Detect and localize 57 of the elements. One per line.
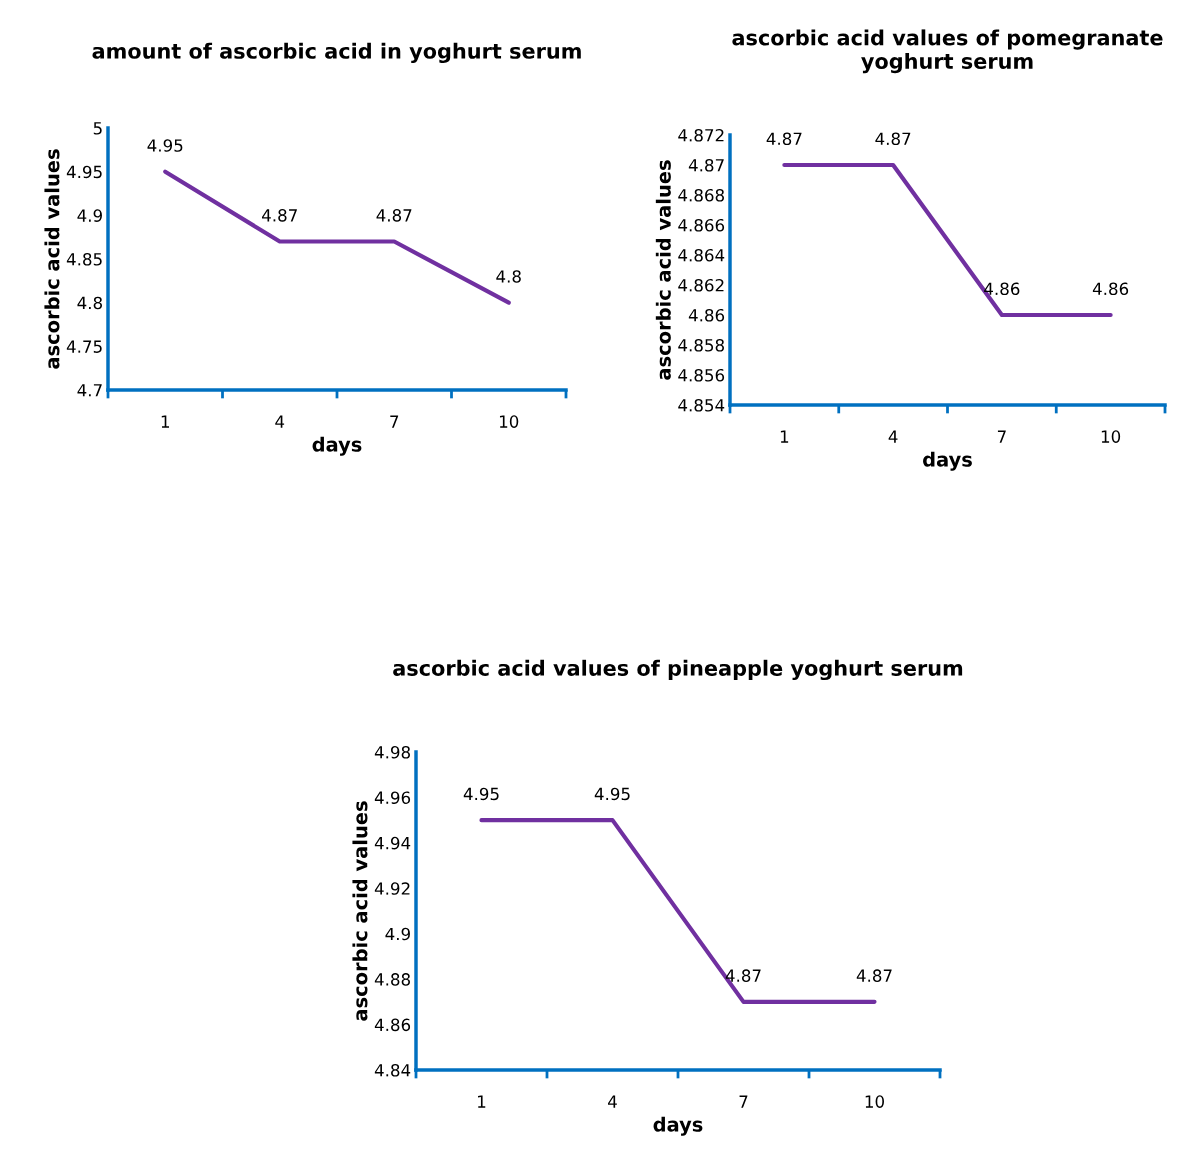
y-tick-label: 4.84 [374, 1063, 411, 1077]
x-tick-label: 4 [888, 430, 898, 443]
y-tick-label: 4.7 [77, 384, 102, 397]
chart-title: ascorbic acid values of pomegranate yoghurt serum [732, 29, 1163, 74]
y-tick-label: 4.87 [688, 158, 724, 172]
x-tick-label: 7 [390, 415, 399, 428]
y-tick-label: 4.854 [678, 398, 725, 412]
y-axis-title: ascorbic acid values [44, 149, 60, 369]
y-tick-label: 4.864 [678, 248, 725, 262]
x-tick-label: 1 [478, 1095, 486, 1108]
data-label: 4.86 [984, 282, 1020, 296]
x-tick-label: 10 [1101, 430, 1121, 443]
x-tick-label: 1 [161, 415, 170, 428]
y-tick-label: 4.872 [678, 128, 724, 142]
x-tick-label: 7 [997, 430, 1006, 443]
y-tick-label: 4.868 [678, 188, 724, 202]
y-tick-label: 4.88 [374, 973, 410, 986]
data-label: 4.87 [725, 969, 761, 982]
data-label: 4.87 [262, 209, 297, 222]
y-tick-label: 4.9 [77, 209, 102, 222]
x-tick-label: 4 [275, 415, 285, 428]
y-tick-label: 4.96 [374, 791, 411, 804]
y-tick-label: 4.8 [77, 296, 102, 310]
y-tick-label: 4.86 [374, 1018, 411, 1032]
y-tick-label: 4.9 [385, 927, 410, 941]
data-label: 4.87 [856, 969, 892, 982]
x-tick-label: 7 [739, 1095, 748, 1108]
x-tick-label: 4 [608, 1095, 617, 1108]
x-tick-label: 10 [499, 415, 519, 428]
x-tick-label: 1 [780, 430, 789, 443]
y-tick-label: 4.858 [678, 338, 724, 352]
y-tick-label: 4.98 [374, 745, 410, 759]
data-label: 4.95 [463, 787, 499, 801]
y-tick-label: 5 [93, 122, 102, 135]
y-axis-title: ascorbic acid values [655, 160, 671, 380]
data-label: 4.86 [1092, 282, 1129, 296]
data-label: 4.87 [875, 132, 911, 146]
y-tick-label: 4.856 [678, 368, 725, 382]
data-label: 4.95 [594, 787, 630, 801]
y-tick-label: 4.95 [66, 165, 102, 179]
y-tick-label: 4.862 [678, 278, 724, 292]
y-tick-label: 4.86 [688, 308, 725, 322]
chart-title: ascorbic acid values of pineapple yoghurt serum [393, 659, 963, 681]
y-tick-label: 4.92 [374, 882, 410, 895]
y-tick-label: 4.85 [66, 252, 102, 266]
y-tick-label: 4.866 [678, 218, 725, 232]
data-label: 4.95 [147, 139, 183, 152]
x-tick-label: 10 [865, 1095, 884, 1108]
x-axis-title: days [923, 451, 972, 471]
data-label: 4.87 [766, 132, 802, 146]
y-tick-label: 4.94 [374, 836, 411, 850]
x-axis-title: days [653, 1116, 703, 1136]
y-axis-title: ascorbic acid values [352, 801, 368, 1021]
x-axis-title: days [312, 436, 362, 456]
chart-title: amount of ascorbic acid in yoghurt serum [92, 42, 581, 64]
y-tick-label: 4.75 [66, 340, 102, 353]
data-label: 4.8 [496, 270, 521, 283]
